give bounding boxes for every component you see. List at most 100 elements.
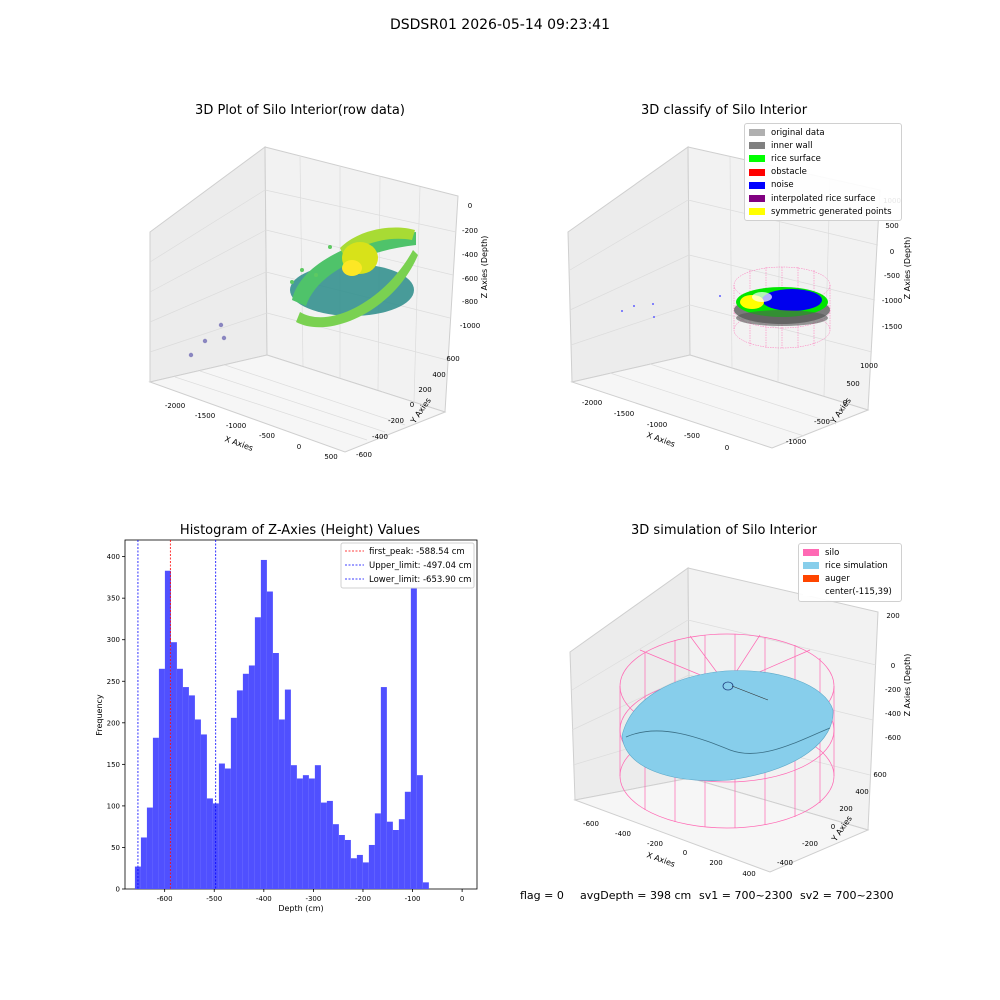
histogram-bar xyxy=(350,858,357,889)
histogram-bar xyxy=(374,813,381,889)
histogram-bar xyxy=(194,719,201,889)
legend-label-first-peak: first_peak: -588.54 cm xyxy=(369,547,465,557)
histogram-bar xyxy=(146,807,153,889)
plot1-ztick: -800 xyxy=(462,298,478,306)
histogram-bar xyxy=(284,689,291,889)
avg-depth-text: avgDepth = 398 cm xyxy=(580,889,692,902)
legend-label-lower-limit: Lower_limit: -653.90 cm xyxy=(369,575,471,585)
legend-swatch xyxy=(749,142,765,150)
plot1-ztick: -200 xyxy=(462,227,478,235)
plot4-xtick: 400 xyxy=(742,870,755,878)
plot1-ztick: -600 xyxy=(462,275,478,283)
plot1-title: 3D Plot of Silo Interior(row data) xyxy=(195,103,405,118)
plot2-classified-points xyxy=(734,287,830,326)
plot2-ztick: -1500 xyxy=(882,323,902,331)
legend-swatch xyxy=(749,195,765,203)
histogram-y-ticks: 0 50 100 150 200 250 300 350 400 xyxy=(107,553,125,894)
plot1-ytick: -200 xyxy=(388,417,404,425)
plot1-ztick: -400 xyxy=(462,251,478,259)
legend-item-center: center(-115,39) xyxy=(803,586,897,599)
histogram-bar xyxy=(422,882,429,889)
histogram-legend: first_peak: -588.54 cm Upper_limit: -497… xyxy=(340,542,475,589)
histogram-ytick-label: 0 xyxy=(116,886,120,894)
histogram-bar xyxy=(272,653,279,889)
plot1-ztick: -1000 xyxy=(460,322,480,330)
plot1-gridlines xyxy=(149,156,457,441)
histogram-ytick-label: 100 xyxy=(107,802,120,810)
plot2-3d-view: -2000 -1500 -1000 -500 0 -1000 -500 0 50… xyxy=(567,146,912,452)
histogram-bar xyxy=(398,819,405,889)
plot4-zlabel: Z Axies (Depth) xyxy=(903,654,912,717)
legend-swatch xyxy=(803,575,819,583)
histogram-bar xyxy=(308,778,315,889)
legend-item-auger: auger xyxy=(803,572,897,585)
histogram-bar xyxy=(224,768,231,889)
histogram-bars xyxy=(134,558,429,889)
legend-swatch xyxy=(749,208,765,216)
plot1-xtick: 500 xyxy=(324,453,337,461)
histogram-bar xyxy=(266,591,273,889)
plot2-ztick: -1000 xyxy=(882,297,902,305)
plot1-ytick: 200 xyxy=(418,386,431,394)
plot2-ztick: 0 xyxy=(890,248,894,256)
plot2-legend: original data inner wall rice surface ob… xyxy=(744,123,902,222)
plot4-3d-view: -600 -400 -200 0 200 400 -400 -200 0 200… xyxy=(569,567,912,878)
histogram-bar xyxy=(254,617,261,889)
plot4-ytick: -400 xyxy=(777,859,793,867)
plot4-xlabel: X Axies xyxy=(645,850,676,869)
plot4-center-marker xyxy=(722,681,734,691)
plot4-legend: silo rice simulation auger center(-115,3… xyxy=(798,543,902,602)
histogram-ylabel: Frequency xyxy=(95,694,104,736)
legend-item-symmetric: symmetric generated points xyxy=(749,205,897,218)
histogram-bar xyxy=(326,800,333,889)
histogram-bar xyxy=(338,834,345,889)
legend-item-interpolated: interpolated rice surface xyxy=(749,192,897,205)
histogram-bar xyxy=(356,854,363,889)
legend-item-rice-simulation: rice simulation xyxy=(803,559,897,572)
histogram-bar xyxy=(368,844,375,889)
sv2-text: sv2 = 700~2300 xyxy=(800,889,894,902)
plot2-xtick: -2000 xyxy=(582,399,602,407)
histogram-ytick-label: 250 xyxy=(107,678,120,686)
plot4-xtick: -200 xyxy=(647,840,663,848)
histogram-bar xyxy=(332,824,339,889)
plot4-ytick: 400 xyxy=(855,788,868,796)
histogram-bar xyxy=(344,839,351,889)
plot1-ytick: -400 xyxy=(372,433,388,441)
histogram-bar xyxy=(170,642,177,889)
plot4-ztick: 200 xyxy=(886,612,899,620)
histogram-bar xyxy=(410,558,417,889)
histogram-xtick-label: -500 xyxy=(206,895,222,903)
histogram-threshold-lines xyxy=(137,540,217,889)
histogram-ytick-label: 200 xyxy=(107,719,120,727)
histogram-bar xyxy=(158,668,165,889)
legend-swatch xyxy=(749,155,765,163)
plot4-xtick: 200 xyxy=(709,859,722,867)
histogram-bar xyxy=(200,734,207,889)
plot4-xtick: 0 xyxy=(683,849,687,857)
plot2-ztick: -500 xyxy=(884,272,900,280)
legend-swatch xyxy=(749,129,765,137)
plot1-xtick: -1000 xyxy=(226,422,246,430)
legend-item-obstacle: obstacle xyxy=(749,166,897,179)
histogram-bar xyxy=(416,775,423,889)
legend-swatch xyxy=(803,588,819,596)
plot4-ztick: -200 xyxy=(885,686,901,694)
flag-text: flag = 0 xyxy=(520,889,564,902)
legend-swatch xyxy=(803,562,819,570)
histogram-bar xyxy=(278,719,285,889)
sv1-text: sv1 = 700~2300 xyxy=(699,889,793,902)
histogram-bar xyxy=(242,673,249,889)
histogram-ytick-label: 400 xyxy=(107,553,120,561)
plot3-title: Histogram of Z-Axies (Height) Values xyxy=(179,523,421,538)
plot2-xtick: -500 xyxy=(684,432,700,440)
histogram-bar xyxy=(362,862,369,889)
histogram-bar xyxy=(176,668,183,889)
histogram-xtick-label: -100 xyxy=(405,895,421,903)
histogram-bar xyxy=(188,695,195,889)
histogram-xlabel: Depth (cm) xyxy=(278,904,323,913)
plot2-noise-outliers xyxy=(621,295,721,318)
plot4-rice-surface xyxy=(621,670,834,781)
plot2-left-pane xyxy=(567,146,691,383)
plot1-3d-view: -2000 -1500 -1000 -500 0 500 -600 -400 -… xyxy=(148,146,489,461)
